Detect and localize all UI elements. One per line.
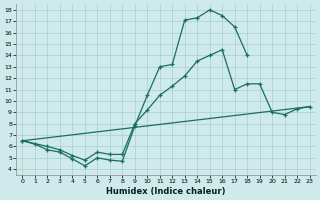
X-axis label: Humidex (Indice chaleur): Humidex (Indice chaleur) xyxy=(106,187,226,196)
